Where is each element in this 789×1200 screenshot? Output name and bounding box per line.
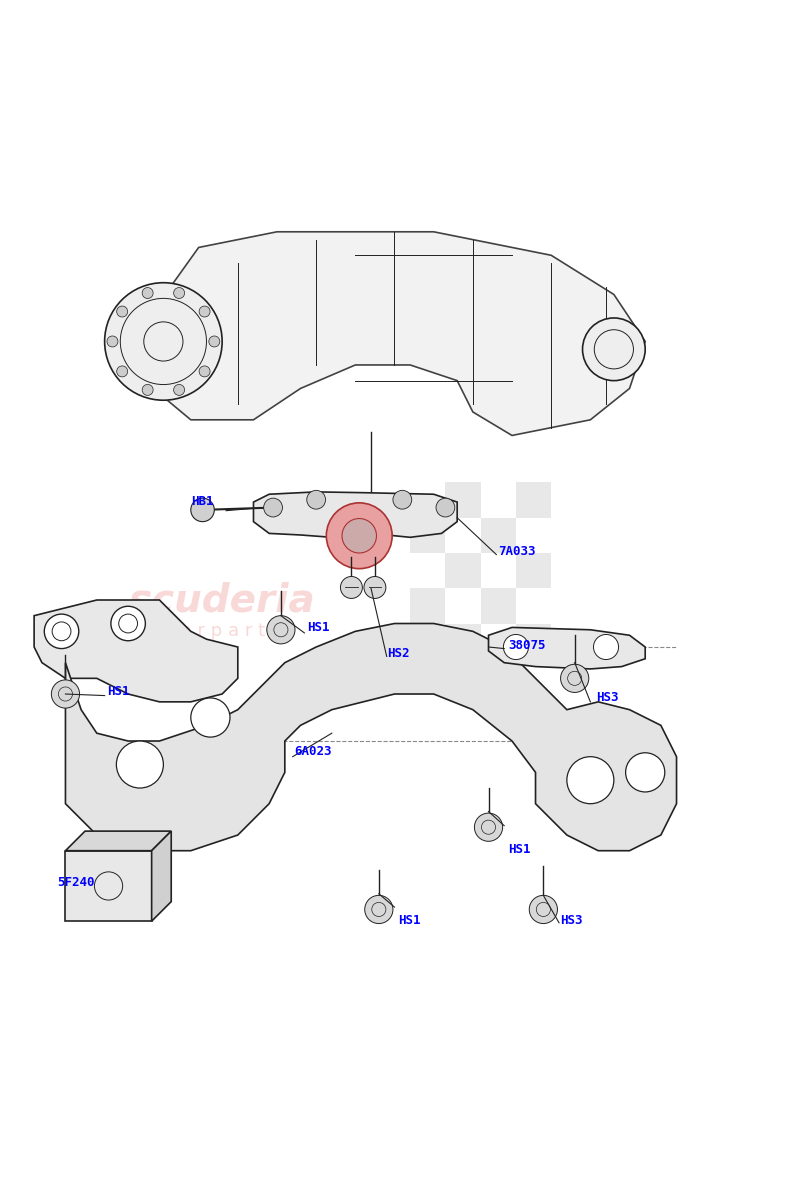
Polygon shape <box>253 492 457 538</box>
Bar <box>410 624 446 659</box>
Bar <box>481 482 516 517</box>
Circle shape <box>561 665 589 692</box>
Text: HS1: HS1 <box>508 844 530 856</box>
Circle shape <box>264 498 282 517</box>
Polygon shape <box>151 832 171 922</box>
Circle shape <box>340 576 362 599</box>
Polygon shape <box>65 624 676 851</box>
Bar <box>446 659 481 694</box>
Text: HS3: HS3 <box>596 691 619 704</box>
Bar <box>410 588 446 624</box>
Bar <box>410 517 446 553</box>
Bar <box>481 517 516 553</box>
Bar <box>446 482 481 517</box>
Circle shape <box>191 698 230 737</box>
Bar <box>446 517 481 553</box>
Polygon shape <box>34 600 237 702</box>
Circle shape <box>503 635 529 660</box>
Circle shape <box>327 503 392 569</box>
Circle shape <box>174 384 185 395</box>
Circle shape <box>529 895 558 924</box>
Circle shape <box>199 306 210 317</box>
Bar <box>481 588 516 624</box>
Text: HS3: HS3 <box>561 914 583 928</box>
Circle shape <box>107 336 118 347</box>
Text: 5F240: 5F240 <box>58 876 95 889</box>
Circle shape <box>307 491 326 509</box>
Bar <box>516 482 552 517</box>
Circle shape <box>209 336 220 347</box>
Polygon shape <box>136 232 645 436</box>
Bar <box>481 553 516 588</box>
Bar <box>410 553 446 588</box>
Circle shape <box>191 498 215 522</box>
Text: HB1: HB1 <box>191 496 213 509</box>
Circle shape <box>267 616 295 644</box>
Bar <box>446 553 481 588</box>
Circle shape <box>582 318 645 380</box>
Circle shape <box>117 366 128 377</box>
Text: c a r p a r t s: c a r p a r t s <box>165 623 280 641</box>
Circle shape <box>364 576 386 599</box>
Text: HS2: HS2 <box>387 647 409 660</box>
Bar <box>516 588 552 624</box>
Circle shape <box>142 384 153 395</box>
Polygon shape <box>65 832 171 851</box>
Circle shape <box>111 606 145 641</box>
Bar <box>410 659 446 694</box>
Bar <box>516 659 552 694</box>
Bar <box>446 588 481 624</box>
Circle shape <box>142 288 153 299</box>
Circle shape <box>436 498 454 517</box>
Text: 38075: 38075 <box>508 640 546 653</box>
Text: HS1: HS1 <box>107 685 129 697</box>
Bar <box>516 517 552 553</box>
Circle shape <box>116 742 163 788</box>
Circle shape <box>174 288 185 299</box>
Text: HS1: HS1 <box>307 622 329 635</box>
Circle shape <box>567 757 614 804</box>
Circle shape <box>593 635 619 660</box>
Circle shape <box>117 306 128 317</box>
Circle shape <box>626 752 665 792</box>
Circle shape <box>365 895 393 924</box>
Circle shape <box>393 491 412 509</box>
Circle shape <box>474 814 503 841</box>
Circle shape <box>342 518 376 553</box>
Circle shape <box>51 680 80 708</box>
Polygon shape <box>488 628 645 668</box>
Text: 6A023: 6A023 <box>294 745 331 758</box>
Circle shape <box>105 283 222 401</box>
Bar <box>410 482 446 517</box>
Bar <box>481 659 516 694</box>
Bar <box>516 553 552 588</box>
Text: scuderia: scuderia <box>129 581 316 619</box>
Text: 7A033: 7A033 <box>498 545 536 558</box>
Bar <box>446 624 481 659</box>
Bar <box>516 624 552 659</box>
Polygon shape <box>65 851 151 922</box>
Text: HS1: HS1 <box>398 914 421 928</box>
Circle shape <box>44 614 79 648</box>
Bar <box>481 624 516 659</box>
Circle shape <box>199 366 210 377</box>
